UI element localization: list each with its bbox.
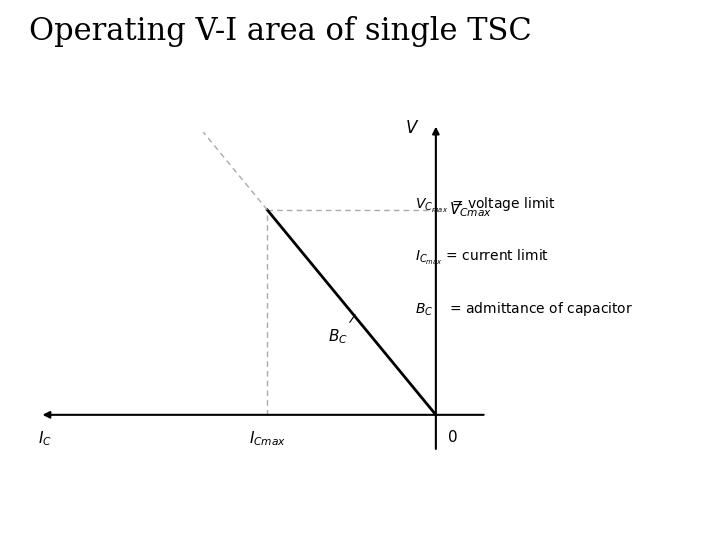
Text: 0: 0	[448, 430, 457, 445]
Text: $I_{C_{max}}$ = current limit: $I_{C_{max}}$ = current limit	[415, 247, 549, 267]
Text: $V_{C_{max}}$ = voltage limit: $V_{C_{max}}$ = voltage limit	[415, 195, 556, 214]
Text: $B_C$: $B_C$	[328, 328, 348, 346]
Text: Operating V-I area of single TSC: Operating V-I area of single TSC	[29, 16, 531, 47]
Text: $I_C$: $I_C$	[38, 429, 52, 448]
Text: $V_{Cmax}$: $V_{Cmax}$	[449, 200, 492, 219]
Text: $I_{Cmax}$: $I_{Cmax}$	[248, 429, 286, 448]
Text: $B_C$    = admittance of capacitor: $B_C$ = admittance of capacitor	[415, 300, 634, 318]
Text: $V$: $V$	[405, 119, 419, 137]
